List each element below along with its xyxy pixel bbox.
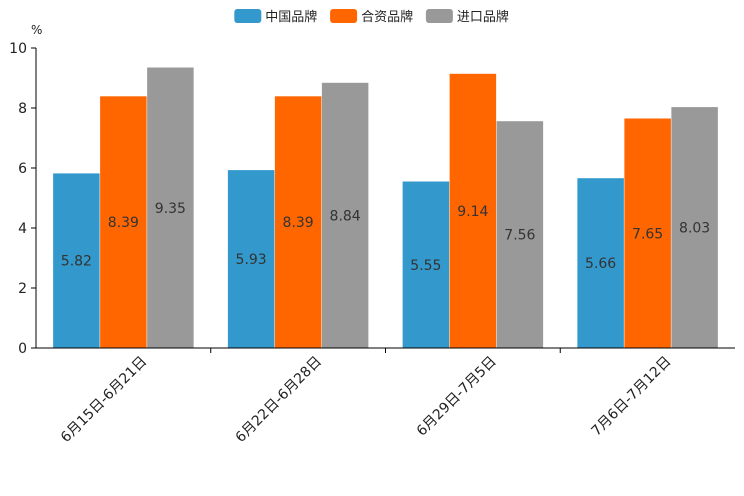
legend-label-3: 进口品牌 xyxy=(457,9,509,25)
x-tick-label: 7月6日-7月12日 xyxy=(588,354,674,440)
y-tick-label: 8 xyxy=(18,101,27,117)
data-label: 8.03 xyxy=(679,221,710,237)
legend: 中国品牌 合资品牌 进口品牌 xyxy=(234,9,509,25)
data-label: 5.66 xyxy=(585,256,616,272)
x-tick-label: 6月22日-6月28日 xyxy=(233,354,325,446)
x-tick-label: 6月15日-6月21日 xyxy=(58,354,150,446)
y-tick-label: 0 xyxy=(18,341,27,357)
bar-2-2 xyxy=(274,96,322,348)
bar-3-3 xyxy=(496,121,544,348)
bar-2-1 xyxy=(100,96,147,348)
bar-1-1 xyxy=(53,173,100,348)
legend-label-1: 中国品牌 xyxy=(265,9,317,25)
x-axis: 6月15日-6月21日 6月22日-6月28日 6月29日-7月5日 7月6日-7月1… xyxy=(36,347,735,446)
y-tick-label: 10 xyxy=(9,41,27,57)
bars: 5.82 8.39 9.35 5.93 8.39 8.84 5.55 9.14 7.56 5.66… xyxy=(53,67,718,349)
data-label: 8.39 xyxy=(108,215,139,231)
y-tick-label: 6 xyxy=(18,161,27,177)
bar-3-4 xyxy=(671,107,718,348)
data-label: 5.55 xyxy=(410,258,441,274)
bar-1-3 xyxy=(402,181,450,348)
data-label: 8.84 xyxy=(330,208,361,224)
legend-label-2: 合资品牌 xyxy=(361,9,413,25)
bar-1-2 xyxy=(227,170,275,348)
data-label: 7.65 xyxy=(632,226,663,242)
data-label: 8.39 xyxy=(283,215,314,231)
legend-swatch-1 xyxy=(234,9,262,23)
y-tick-label: 4 xyxy=(18,221,27,237)
data-label: 5.93 xyxy=(236,252,267,268)
legend-swatch-3 xyxy=(425,9,453,23)
y-axis-unit-label: % xyxy=(31,23,42,37)
legend-swatch-2 xyxy=(330,9,358,23)
data-label: 9.14 xyxy=(457,204,488,220)
bar-3-1 xyxy=(147,67,194,348)
bar-1-4 xyxy=(577,178,624,348)
x-tick-label: 6月29日-7月5日 xyxy=(414,354,500,440)
y-axis: 0 2 4 6 8 10 xyxy=(9,41,37,357)
y-tick-label: 2 xyxy=(18,281,27,297)
data-label: 5.82 xyxy=(61,254,92,270)
bar-2-3 xyxy=(449,73,497,349)
bar-2-4 xyxy=(624,118,671,348)
bar-3-2 xyxy=(321,82,369,349)
data-label: 7.56 xyxy=(504,228,535,244)
data-label: 9.35 xyxy=(155,201,186,217)
